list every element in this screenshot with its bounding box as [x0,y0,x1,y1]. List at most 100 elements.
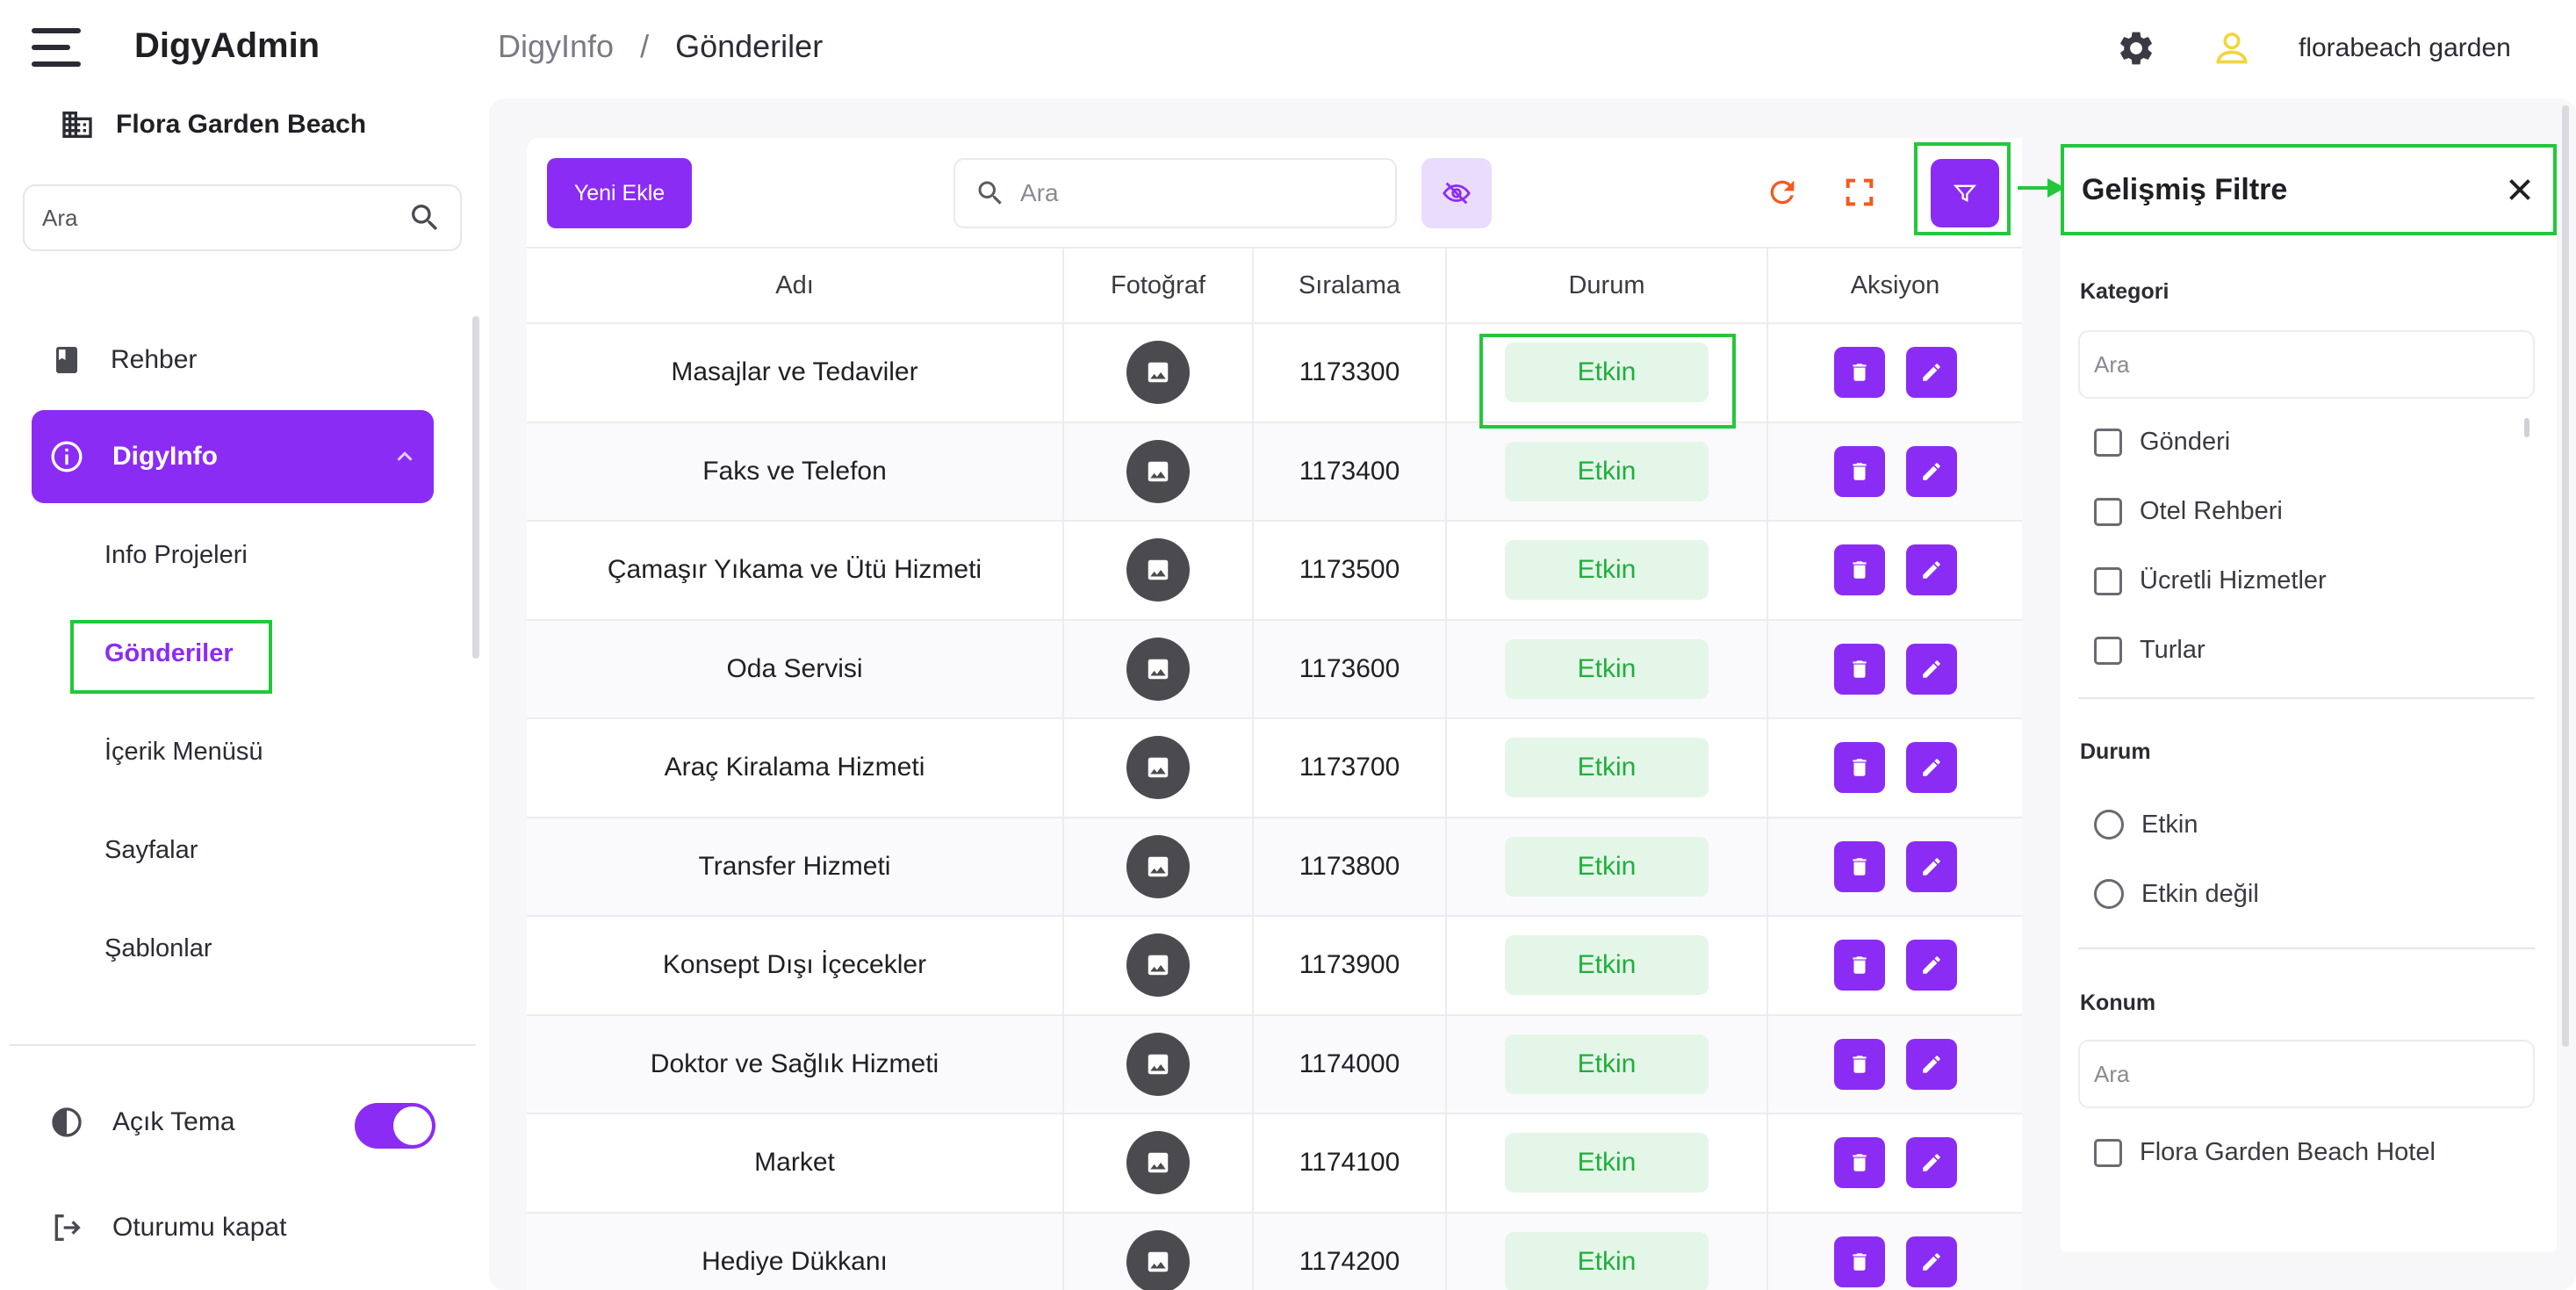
status-badge[interactable]: Etkin [1505,638,1709,699]
edit-button[interactable] [1905,1038,1957,1090]
delete-button[interactable] [1833,1236,1885,1287]
image-icon[interactable] [1126,834,1190,898]
category-checkbox-ucretli-hizmetler[interactable]: Ücretli Hizmetler [2094,566,2327,595]
table-row[interactable]: Çamaşır Yıkama ve Ütü Hizmeti 1173500 Etki… [527,521,2022,621]
checkbox[interactable] [2094,566,2122,595]
column-header[interactable]: Durum [1446,247,1768,324]
status-badge[interactable]: Etkin [1505,836,1709,897]
delete-button[interactable] [1833,940,1885,991]
page-scrollbar[interactable] [2562,105,2569,1047]
refresh-icon[interactable] [1765,175,1800,210]
delete-button[interactable] [1833,742,1885,794]
location-checkbox-flora[interactable]: Flora Garden Beach Hotel [2094,1138,2436,1167]
delete-button[interactable] [1833,840,1885,892]
category-scrollbar[interactable] [2524,418,2529,437]
edit-button[interactable] [1905,940,1957,991]
table-search[interactable] [953,158,1397,228]
category-checkbox-turlar[interactable]: Turlar [2094,636,2205,665]
edit-button[interactable] [1905,544,1957,596]
table-row[interactable]: Hediye Dükkanı 1174200 Etkin [527,1212,2022,1290]
delete-button[interactable] [1833,643,1885,695]
table-row[interactable]: Faks ve Telefon 1173400 Etkin [527,422,2022,522]
checkbox[interactable] [2094,428,2122,457]
gear-icon[interactable] [2116,28,2156,68]
sidebar-subitem-sayfalar[interactable]: Sayfalar [104,836,198,864]
table-row[interactable]: Masajlar ve Tedaviler 1173300 Etkin [527,323,2022,423]
sidebar-scrollbar[interactable] [472,316,479,659]
status-badge[interactable]: Etkin [1505,1034,1709,1094]
table-row[interactable]: Araç Kiralama Hizmeti 1173700 Etkin [527,718,2022,818]
status-radio-active[interactable]: Etkin [2094,810,2198,840]
table-row[interactable]: Doktor ve Sağlık Hizmeti 1174000 Etkin [527,1014,2022,1114]
sidebar-subitem-gonderiler[interactable]: Gönderiler [104,639,234,667]
column-header[interactable]: Fotoğraf [1063,247,1254,324]
image-icon[interactable] [1126,538,1190,602]
category-checkbox-otel-rehberi[interactable]: Otel Rehberi [2094,497,2283,526]
checkbox[interactable] [2094,497,2122,526]
delete-button[interactable] [1833,1137,1885,1189]
username[interactable]: florabeach garden [2299,33,2511,62]
delete-button[interactable] [1833,445,1885,497]
status-badge[interactable]: Etkin [1505,1231,1709,1290]
category-checkbox-gonderi[interactable]: Gönderi [2094,428,2230,457]
menu-icon[interactable] [32,26,81,68]
edit-button[interactable] [1905,742,1957,794]
table-row[interactable]: Transfer Hizmeti 1173800 Etkin [527,817,2022,917]
sidebar-search-input[interactable] [42,204,407,232]
status-badge[interactable]: Etkin [1505,738,1709,798]
delete-button[interactable] [1833,347,1885,399]
chevron-up-icon[interactable] [392,443,418,470]
status-badge[interactable]: Etkin [1505,1133,1709,1193]
logout-button[interactable]: Oturumu kapat [49,1210,286,1245]
status-badge[interactable]: Etkin [1505,935,1709,996]
edit-button[interactable] [1905,1137,1957,1189]
image-icon[interactable] [1126,1032,1190,1096]
image-icon[interactable] [1126,637,1190,701]
sidebar-subitem-icerik-menusu[interactable]: İçerik Menüsü [104,738,263,766]
edit-button[interactable] [1905,347,1957,399]
table-row[interactable]: Konsept Dışı İçecekler 1173900 Etkin [527,916,2022,1016]
sidebar-subitem-info-projeleri[interactable]: Info Projeleri [104,541,248,569]
radio[interactable] [2094,810,2124,840]
table-search-input[interactable] [1020,179,1376,207]
edit-button[interactable] [1905,643,1957,695]
edit-button[interactable] [1905,445,1957,497]
column-header[interactable]: Adı [527,247,1064,324]
search-icon[interactable] [407,200,443,235]
radio[interactable] [2094,879,2124,909]
status-badge[interactable]: Etkin [1505,540,1709,601]
checkbox[interactable] [2094,636,2122,665]
column-header[interactable]: Aksiyon [1767,247,2022,324]
checkbox[interactable] [2094,1138,2122,1167]
location-search-input[interactable] [2078,1040,2535,1108]
sidebar-search[interactable] [23,184,462,251]
sidebar-item-rehber[interactable]: Rehber [49,342,197,378]
edit-button[interactable] [1905,1236,1957,1287]
delete-button[interactable] [1833,1038,1885,1090]
image-icon[interactable] [1126,341,1190,405]
filter-button[interactable] [1931,159,1999,227]
breadcrumb-root[interactable]: DigyInfo [498,28,615,64]
close-icon[interactable] [2504,174,2536,205]
add-new-button[interactable]: Yeni Ekle [547,158,692,228]
status-badge[interactable]: Etkin [1505,342,1709,403]
fullscreen-icon[interactable] [1842,175,1877,210]
status-badge[interactable]: Etkin [1505,441,1709,501]
category-search-input[interactable] [2078,330,2535,399]
sidebar-subitem-sablonlar[interactable]: Şablonlar [104,934,212,962]
delete-button[interactable] [1833,544,1885,596]
status-radio-inactive[interactable]: Etkin değil [2094,879,2259,909]
image-icon[interactable] [1126,736,1190,800]
table-row[interactable]: Oda Servisi 1173600 Etkin [527,619,2022,719]
image-icon[interactable] [1126,1131,1190,1195]
image-icon[interactable] [1126,439,1190,503]
user-icon[interactable] [2213,28,2251,67]
toggle-columns-button[interactable] [1421,158,1492,228]
column-header[interactable]: Sıralama [1253,247,1447,324]
theme-toggle[interactable] [355,1103,435,1149]
image-icon[interactable] [1126,1229,1190,1290]
edit-button[interactable] [1905,840,1957,892]
image-icon[interactable] [1126,933,1190,998]
table-row[interactable]: Market 1174100 Etkin [527,1113,2022,1214]
sidebar-item-digyinfo[interactable]: DigyInfo [32,410,434,503]
